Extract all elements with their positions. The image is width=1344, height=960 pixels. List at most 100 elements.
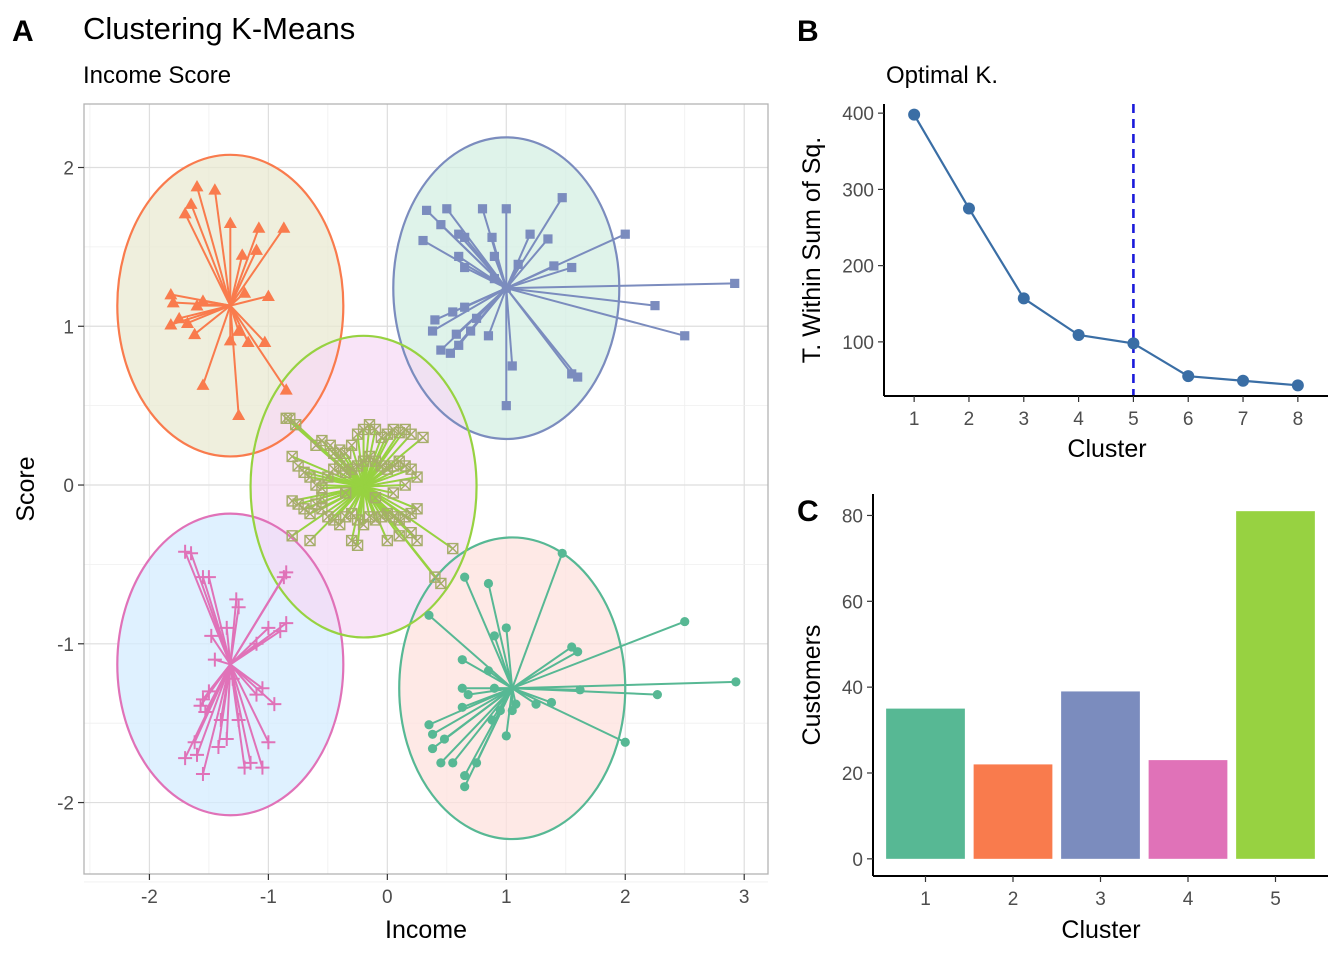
cluster-3-point: [620, 229, 630, 239]
cluster-1-point: [483, 666, 494, 676]
cluster-1-spoke: [440, 687, 513, 764]
cluster-4-point: [211, 739, 226, 754]
x-tick-label: 5: [1128, 409, 1139, 430]
cluster-5-point: [375, 431, 388, 444]
chart-a-points: [164, 180, 741, 792]
cluster-3-point: [471, 313, 482, 323]
cluster-5-point: [411, 534, 423, 547]
cluster-4-point: [229, 592, 244, 607]
chart-b-title: Optimal K.: [886, 62, 998, 89]
cluster-4-spoke: [210, 635, 232, 665]
cluster-5-spoke: [362, 486, 389, 542]
cluster-5-point: [316, 492, 328, 504]
cluster-4-point: [198, 705, 213, 720]
cluster-1-point: [448, 758, 458, 768]
wss-point: [1237, 374, 1250, 387]
chart-c-bars: [886, 511, 1315, 859]
cluster-3-point: [567, 369, 577, 379]
cluster-2-point: [241, 335, 255, 348]
y-tick-label: 400: [842, 104, 874, 125]
cluster-3-spoke: [493, 256, 508, 289]
chart-c-ticks: 1 2 3 4 5 0 20 40 60 80: [842, 506, 1281, 910]
cluster-5-spoke: [363, 468, 412, 488]
chart-b-ylabel: T. Within Sum of Sq.: [798, 137, 826, 363]
y-tick-label: -2: [57, 794, 74, 815]
chart-a-subtitle: Income Score: [83, 62, 231, 89]
cluster-3-spoke: [463, 236, 508, 289]
cluster-5-point: [286, 530, 298, 542]
cluster-5-spoke: [362, 460, 377, 488]
cluster-4-point: [255, 681, 270, 696]
cluster-2-spoke: [229, 227, 260, 306]
cluster-1-point: [424, 720, 434, 730]
cluster-4-point: [249, 687, 264, 702]
chart-a-xlabel: Income: [385, 916, 467, 944]
cluster-4-point: [184, 546, 199, 561]
cluster-2-point: [232, 408, 246, 421]
cluster-5-point: [351, 460, 364, 472]
cluster-4-spoke: [207, 576, 232, 665]
cluster-3-spoke: [464, 266, 507, 290]
cluster-5-point: [411, 471, 423, 483]
x-tick-label: 3: [1018, 409, 1029, 430]
cluster-1-spoke: [511, 646, 573, 690]
y-tick-label: -1: [57, 635, 74, 656]
cluster-1-point: [511, 699, 521, 709]
cluster-2-point: [190, 180, 204, 192]
chart-c-xlabel: Cluster: [1061, 916, 1140, 944]
cluster-5-point: [290, 419, 302, 431]
cluster-2-point: [252, 221, 266, 233]
chart-b-ticks: 1 2 3 4 5 6 7 8 100 200 300 400: [842, 104, 1303, 430]
cluster-1-point: [460, 770, 470, 781]
bar-cluster-3: [1061, 691, 1140, 859]
cluster-3-point: [454, 251, 464, 262]
cluster-3-spoke: [487, 287, 508, 337]
cluster-3-point: [427, 326, 438, 336]
cluster-2-point: [208, 183, 222, 195]
cluster-3-point: [549, 261, 559, 271]
cluster-2-spoke: [229, 227, 285, 307]
chart-a-title: Clustering K-Means: [83, 11, 355, 46]
cluster-5-point: [310, 439, 322, 452]
bar-cluster-5: [1236, 511, 1315, 859]
cluster-5-point: [447, 542, 459, 555]
cluster-2-spoke: [229, 254, 244, 306]
cluster-3-point: [477, 204, 488, 214]
wss-point: [1072, 329, 1085, 342]
wss-point: [1017, 292, 1030, 305]
cluster-1-point: [487, 715, 497, 725]
cluster-4-spoke: [229, 607, 240, 665]
cluster-3-point: [421, 205, 432, 215]
cluster-2-point: [261, 289, 275, 301]
cluster-5-point: [357, 455, 370, 467]
x-tick-label: 6: [1183, 409, 1194, 430]
cluster-3-spoke: [505, 238, 549, 289]
x-tick-label: 2: [964, 409, 975, 430]
cluster-4-spoke: [229, 664, 264, 768]
cluster-4-point: [213, 713, 228, 727]
cluster-4-point: [249, 636, 264, 651]
cluster-1-point: [575, 685, 585, 695]
cluster-2-point: [184, 197, 198, 209]
cluster-4-spoke: [225, 664, 232, 740]
cluster-5-spoke: [345, 485, 364, 494]
cluster-1-spoke: [512, 680, 736, 690]
cluster-2-spoke: [229, 305, 240, 416]
wss-point: [1127, 337, 1140, 350]
bar-cluster-4: [1148, 760, 1228, 859]
cluster-5-ellipse: [249, 334, 478, 639]
cluster-2-point: [235, 248, 249, 260]
cluster-1-point: [557, 548, 567, 558]
cluster-5-point: [304, 534, 316, 547]
bar-cluster-1: [886, 708, 965, 859]
cluster-4-point: [261, 735, 276, 750]
cluster-5-point: [417, 431, 429, 444]
cluster-5-point: [328, 447, 340, 459]
x-tick-label: 0: [382, 887, 393, 908]
chart-c-ylabel: Customers: [798, 625, 826, 746]
y-tick-label: 100: [842, 333, 874, 354]
cluster-2-point: [258, 335, 272, 348]
cluster-1-point: [436, 758, 446, 768]
y-tick-label: 20: [842, 764, 863, 785]
cluster-4-point: [231, 713, 246, 727]
